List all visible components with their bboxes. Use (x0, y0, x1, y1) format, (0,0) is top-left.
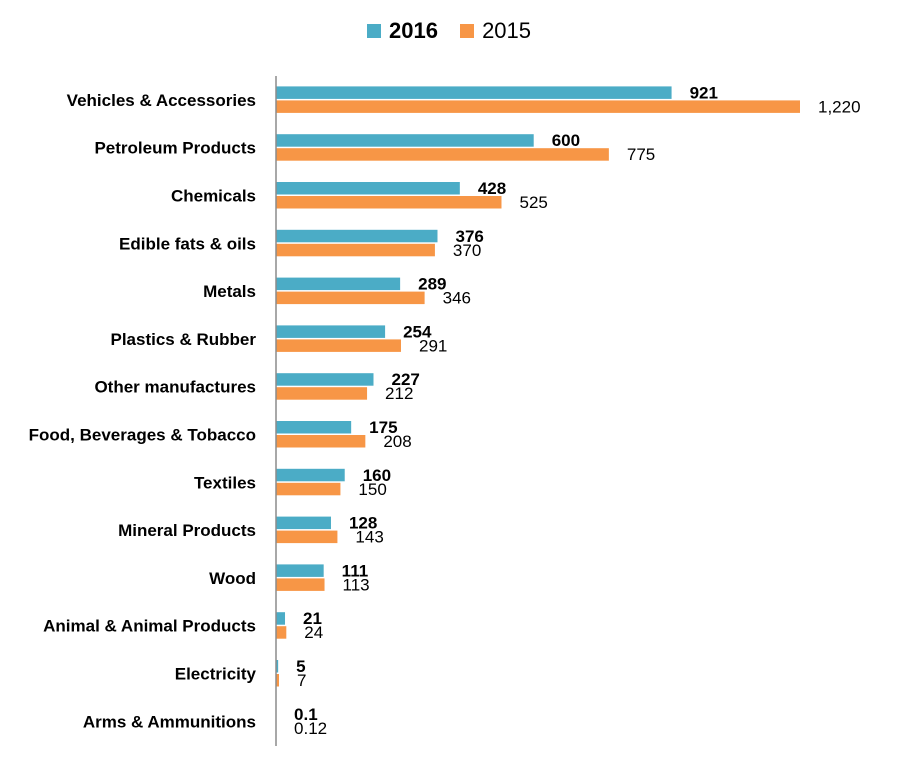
bar-2016-other-manufactures (276, 373, 374, 386)
bar-2016-electricity (276, 660, 279, 673)
data-label-2016-plastics-rubber: 254 (403, 322, 432, 341)
category-label-arms-ammunitions: Arms & Ammunitions (83, 712, 256, 731)
bar-2015-textiles (276, 482, 341, 496)
bar-2015-metals (276, 291, 425, 305)
bar-2015-wood (276, 578, 325, 591)
data-label-2015-other-manufactures: 212 (385, 384, 413, 403)
data-label-2015-petroleum-products: 775 (627, 145, 655, 164)
category-label-food-beverages-tobacco: Food, Beverages & Tobacco (29, 426, 256, 445)
data-label-2015-plastics-rubber: 291 (419, 336, 447, 355)
category-label-metals: Metals (203, 282, 256, 301)
data-label-2015-edible-fats-oils: 370 (453, 241, 481, 260)
data-label-2015-animal-animal-products: 24 (304, 623, 323, 642)
legend: 2016 2015 (0, 18, 898, 44)
legend-item-2016: 2016 (366, 18, 438, 44)
data-label-2015-metals: 346 (443, 289, 471, 308)
data-label-2016-edible-fats-oils: 376 (455, 227, 483, 246)
data-label-2016-arms-ammunitions: 0.1 (294, 705, 318, 724)
bar-2016-mineral-products (276, 516, 331, 530)
category-label-wood: Wood (209, 569, 256, 588)
legend-label-2016: 2016 (388, 18, 438, 43)
data-label-2016-electricity: 5 (296, 657, 305, 676)
data-label-2016-wood: 111 (342, 561, 369, 580)
category-label-electricity: Electricity (175, 665, 257, 684)
data-label-2016-chemicals: 428 (478, 179, 506, 198)
data-label-2016-textiles: 160 (363, 466, 391, 485)
bar-2015-animal-animal-products (276, 626, 287, 639)
bar-2015-edible-fats-oils (276, 243, 435, 257)
bar-2015-plastics-rubber (276, 339, 401, 352)
bar-2016-chemicals (276, 182, 460, 195)
bar-2015-chemicals (276, 196, 502, 209)
category-label-chemicals: Chemicals (171, 187, 256, 206)
data-label-2016-animal-animal-products: 21 (303, 609, 322, 628)
legend-swatch-2016 (366, 24, 381, 38)
bar-2016-plastics-rubber (276, 325, 386, 338)
category-label-animal-animal-products: Animal & Animal Products (43, 617, 256, 636)
data-label-2015-electricity: 7 (297, 671, 306, 690)
data-label-2015-arms-ammunitions: 0.12 (294, 719, 327, 738)
bar-2015-electricity (276, 674, 280, 687)
bar-2015-food-beverages-tobacco (276, 435, 366, 448)
data-label-2015-mineral-products: 143 (355, 528, 383, 547)
legend-label-2015: 2015 (482, 18, 532, 43)
data-label-2015-wood: 113 (343, 575, 370, 594)
bar-2016-petroleum-products (276, 134, 534, 147)
category-label-other-manufactures: Other manufactures (94, 378, 256, 397)
bar-2016-food-beverages-tobacco (276, 421, 352, 434)
bar-2015-petroleum-products (276, 148, 609, 161)
data-label-2015-chemicals: 525 (519, 193, 547, 212)
data-label-2016-mineral-products: 128 (349, 514, 377, 533)
legend-swatch-2015 (460, 24, 475, 38)
bar-2015-mineral-products (276, 530, 338, 544)
category-label-textiles: Textiles (194, 473, 256, 492)
bar-2015-other-manufactures (276, 387, 368, 400)
bar-2016-animal-animal-products (276, 612, 286, 625)
data-label-2016-metals: 289 (418, 275, 446, 294)
category-label-vehicles-accessories: Vehicles & Accessories (67, 91, 256, 110)
bar-2015-vehicles-accessories (276, 100, 800, 113)
category-label-mineral-products: Mineral Products (118, 521, 256, 540)
bar-2016-metals (276, 277, 401, 291)
category-label-petroleum-products: Petroleum Products (94, 139, 256, 158)
data-label-2015-vehicles-accessories: 1,220 (818, 97, 861, 116)
bar-2016-edible-fats-oils (276, 229, 438, 243)
bar-2016-vehicles-accessories (276, 86, 672, 99)
data-label-2016-petroleum-products: 600 (552, 131, 580, 150)
data-label-2016-vehicles-accessories: 921 (690, 83, 718, 102)
data-label-2016-other-manufactures: 227 (391, 370, 419, 389)
bar-2016-textiles (276, 468, 345, 482)
category-label-plastics-rubber: Plastics & Rubber (111, 330, 257, 349)
category-label-edible-fats-oils: Edible fats & oils (119, 234, 256, 253)
data-label-2015-food-beverages-tobacco: 208 (383, 432, 411, 451)
data-label-2015-textiles: 150 (358, 480, 386, 499)
data-label-2016-food-beverages-tobacco: 175 (369, 418, 397, 437)
bar-2016-wood (276, 564, 324, 577)
legend-item-2015: 2015 (460, 18, 531, 44)
